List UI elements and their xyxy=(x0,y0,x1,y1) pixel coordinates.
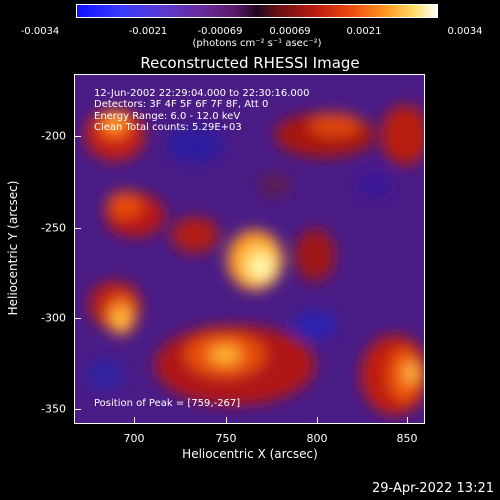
colorbar-tick: -0.0021 xyxy=(128,26,168,37)
colorbar xyxy=(76,4,438,18)
x-tick-mark xyxy=(226,417,227,424)
x-tick-label: 850 xyxy=(396,432,418,445)
y-axis-label: Heliocentric Y (arcsec) xyxy=(6,180,20,316)
colorbar-tick: -0.0034 xyxy=(20,26,60,37)
y-tick-label: -350 xyxy=(41,402,66,416)
peak-position: Position of Peak = [759,-267] xyxy=(94,398,241,409)
y-tick-mark xyxy=(74,318,81,319)
x-tick-label: 800 xyxy=(306,432,328,445)
info-time-range: 12-Jun-2002 22:29:04.000 to 22:30:16.000 xyxy=(94,88,310,99)
colorbar-tick: -0.00069 xyxy=(197,26,243,37)
y-tick-mark xyxy=(74,228,81,229)
x-tick-mark xyxy=(317,417,318,424)
x-axis-label: Heliocentric X (arcsec) xyxy=(182,447,318,461)
x-tick-label: 700 xyxy=(123,432,145,445)
y-tick-mark xyxy=(74,409,81,410)
x-tick-label: 750 xyxy=(215,432,237,445)
info-total-counts: Clean Total counts: 5.29E+03 xyxy=(94,122,242,133)
x-tick-mark xyxy=(407,417,408,424)
image-title: Reconstructed RHESSI Image xyxy=(140,54,360,72)
colorbar-tick: 0.0034 xyxy=(447,26,483,37)
solar-image xyxy=(74,74,425,424)
y-tick-mark xyxy=(74,136,81,137)
y-tick-label: -250 xyxy=(41,221,66,235)
y-tick-label: -200 xyxy=(41,129,66,143)
y-tick-label: -300 xyxy=(41,311,66,325)
info-detectors: Detectors: 3F 4F 5F 6F 7F 8F, Att 0 xyxy=(94,99,269,110)
x-tick-mark xyxy=(134,417,135,424)
timestamp: 29-Apr-2022 13:21 xyxy=(372,481,494,496)
image-heatmap xyxy=(75,75,424,423)
colorbar-tick: 0.0021 xyxy=(346,26,382,37)
info-energy-range: Energy Range: 6.0 - 12.0 keV xyxy=(94,111,241,122)
colorbar-tick: 0.00069 xyxy=(269,26,311,37)
colorbar-units: (photons cm⁻² s⁻¹ asec⁻²) xyxy=(192,38,322,49)
